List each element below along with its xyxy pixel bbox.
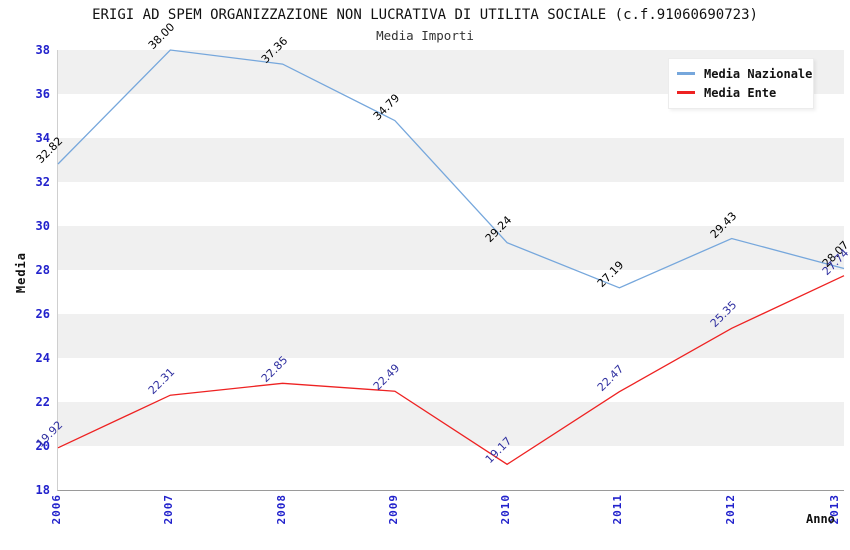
- y-tick-label: 20: [35, 439, 50, 453]
- x-tick-label: 2012: [723, 494, 737, 525]
- y-tick-label: 26: [35, 307, 50, 321]
- x-tick-label: 2007: [162, 494, 176, 525]
- chart-subtitle: Media Importi: [376, 28, 474, 43]
- series-line-media-ente: [57, 275, 845, 466]
- y-tick-label: 34: [35, 131, 50, 145]
- x-tick-label: 2010: [499, 494, 513, 525]
- legend-item-nazionale: Media Nazionale: [677, 64, 812, 83]
- x-tick-label: 2008: [274, 494, 288, 525]
- legend-box: Media Nazionale Media Ente: [668, 58, 814, 109]
- series-line-media-nazionale: [57, 49, 845, 289]
- x-tick-label: 2011: [611, 494, 625, 525]
- x-tick-label: 2006: [50, 494, 63, 525]
- legend-label: Media Nazionale: [704, 66, 813, 81]
- y-tick-label: 28: [35, 263, 50, 277]
- y-tick-label: 18: [35, 483, 50, 497]
- y-tick-label: 24: [35, 351, 50, 365]
- y-tick-label: 32: [35, 175, 50, 189]
- line-series-svg: [57, 49, 845, 466]
- y-tick-label: 38: [35, 43, 50, 57]
- y-tick-label: 36: [35, 87, 50, 101]
- plot-area: [57, 49, 845, 491]
- y-tick-label: 22: [35, 395, 50, 409]
- chart-title: ERIGI AD SPEM ORGANIZZAZIONE NON LUCRATI…: [92, 7, 758, 23]
- x-tick-label: 2009: [386, 494, 400, 525]
- legend-label: Media Ente: [704, 85, 777, 100]
- legend-item-ente: Media Ente: [677, 83, 805, 102]
- x-axis-title: Anno: [806, 512, 835, 526]
- nazionale-line-swatch: [677, 72, 695, 75]
- y-tick-label: 30: [35, 219, 50, 233]
- ente-line-swatch: [677, 91, 695, 94]
